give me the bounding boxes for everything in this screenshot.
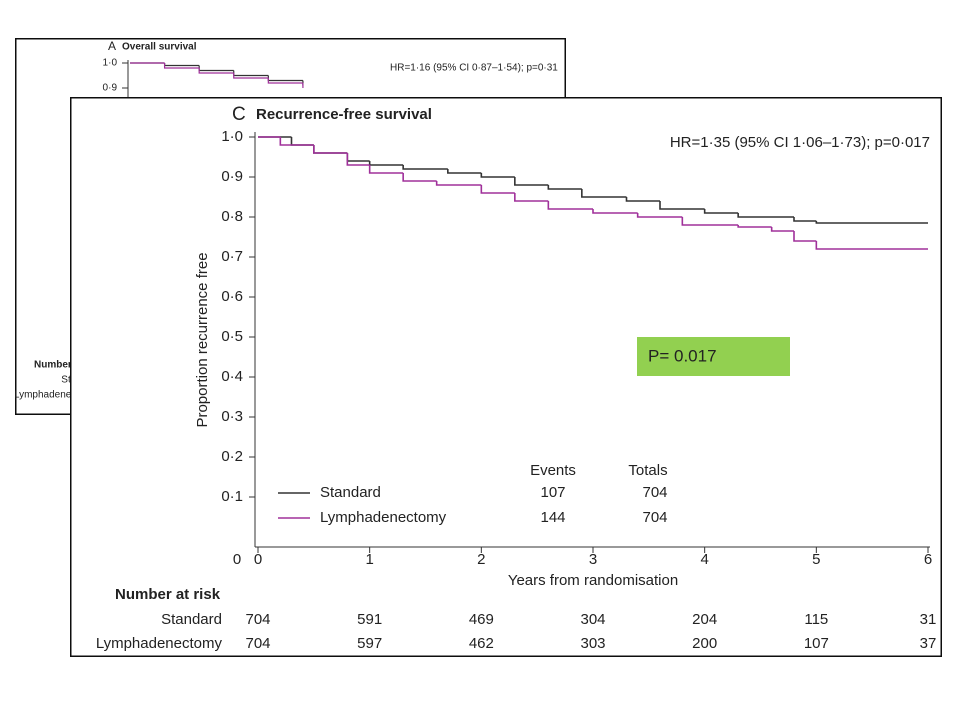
survival-step [815,221,928,224]
survival-step [625,197,660,202]
x-tick-label: 4 [700,551,708,568]
survival-step [346,153,370,166]
panel-frame [70,97,942,657]
risk-value: 37 [920,635,937,652]
y-tick-label: 0 [233,551,241,568]
risk-row-label: Lymphadenectom [14,390,93,401]
survival-step [547,201,593,210]
legend-totals: 704 [642,509,667,526]
y-tick-label: 0·6 [221,288,243,305]
x-tick-label: 5 [812,551,820,568]
y-tick-label: 1·0 [221,128,243,145]
risk-row-label: Standard [161,611,222,628]
survival-step [770,227,794,232]
survival-step [514,177,549,186]
risk-value: 107 [804,635,829,652]
legend-header: Events [530,462,576,479]
survival-step [793,217,817,222]
risk-value: 591 [357,611,382,628]
survival-step [435,181,482,186]
survival-step [447,169,482,174]
risk-value: 462 [469,635,494,652]
y-tick-label: 0·3 [221,408,243,425]
survival-step [793,231,817,242]
survival-step [514,193,549,202]
risk-value: 200 [692,635,717,652]
survival-step [659,201,705,210]
x-tick-label: 0 [254,551,262,568]
survival-step [681,217,739,226]
risk-value: 31 [920,611,937,628]
risk-value: 115 [804,611,828,628]
risk-value: 204 [692,611,717,628]
survival-step [402,173,437,182]
legend-totals: 704 [642,484,667,501]
survival-step [547,185,582,190]
chart-title: Recurrence-free survival [256,106,432,123]
panel-c: C Recurrence-free survival HR=1·35 (95% CI… [70,97,942,657]
note-box [637,337,790,376]
x-tick-label: 3 [589,551,597,568]
annotation: HR=1·35 (95% CI 1·06–1·73); p=0·017 [670,134,930,151]
survival-step [480,173,515,178]
y-tick-label: 0·8 [221,208,243,225]
risk-row-label: Lymphadenectomy [96,635,223,652]
survival-step [737,225,772,228]
risk-value: 304 [580,611,605,628]
y-axis-label: Proportion recurrence free [194,252,211,427]
y-tick-label: 0·9 [103,83,118,94]
note: P= 0.017 [648,346,717,365]
y-tick-label: 0·2 [221,448,243,465]
panel-label: A [108,39,116,53]
survival-step [163,63,200,69]
survival-step [815,241,928,250]
x-tick-label: 2 [477,551,485,568]
risk-table-title: Number at ri [34,360,93,371]
survival-step [198,68,234,74]
y-tick-label: 0·9 [221,168,243,185]
y-tick-label: 0·5 [221,328,243,345]
risk-value: 704 [245,635,270,652]
legend-label: Lymphadenectomy [320,509,447,526]
annotation: HR=1·16 (95% CI 0·87–1·54); p=0·31 [390,63,558,74]
risk-value: 303 [580,635,605,652]
legend-label: Standard [320,484,381,501]
risk-value: 704 [245,611,270,628]
survival-step [737,213,794,218]
survival-step [368,165,404,174]
chart-title: Overall survival [122,42,197,53]
survival-step [636,213,683,218]
survival-step [267,78,303,84]
survival-step [402,165,448,170]
legend-events: 144 [540,509,565,526]
risk-value: 597 [357,635,382,652]
survival-step [703,209,739,214]
y-tick-label: 0·7 [221,248,243,265]
y-tick-label: 1·0 [103,58,118,69]
survival-step [313,145,348,154]
survival-step [279,137,314,146]
survival-step [592,209,638,214]
x-tick-label: 1 [365,551,373,568]
panel-label: C [232,104,246,125]
x-axis-label: Years from randomisation [508,572,678,589]
risk-table-title: Number at risk [115,586,221,603]
legend-header: Totals [628,462,667,479]
survival-step [233,73,269,79]
risk-value: 469 [469,611,494,628]
legend-events: 107 [540,484,565,501]
survival-step [480,185,515,194]
x-tick-label: 6 [924,551,932,568]
y-tick-label: 0·1 [221,488,243,505]
y-tick-label: 0·4 [221,368,243,385]
survival-step [581,189,627,198]
